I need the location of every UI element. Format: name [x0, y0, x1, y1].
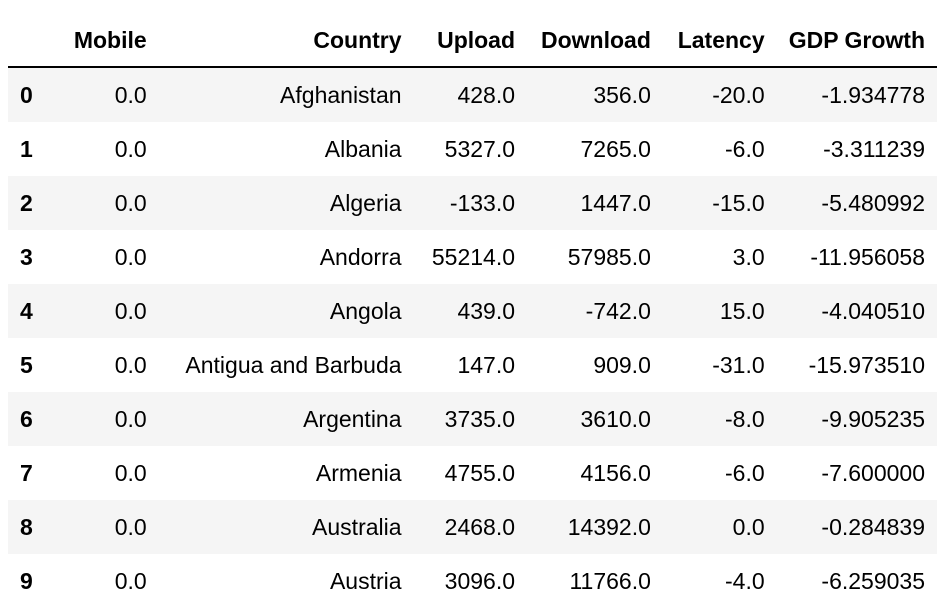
table-row: 0 0.0 Afghanistan 428.0 356.0 -20.0 -1.9…: [8, 67, 937, 122]
cell-mobile: 0.0: [114, 405, 147, 432]
cell-gdp-growth: -5.480992: [821, 189, 925, 216]
cell-mobile: 0.0: [114, 297, 147, 324]
cell-country: Afghanistan: [280, 81, 402, 108]
cell-upload: 3096.0: [444, 567, 516, 594]
cell-country: Algeria: [329, 189, 402, 216]
cell-gdp-growth: -15.973510: [808, 351, 925, 378]
cell-download: 909.0: [593, 351, 651, 378]
cell-gdp-growth: -11.956058: [810, 243, 925, 270]
cell-mobile: 0.0: [114, 459, 147, 486]
cell-mobile: 0.0: [114, 135, 147, 162]
cell-upload: 5327.0: [444, 135, 516, 162]
cell-download: 3610.0: [580, 405, 651, 432]
table-row: 3 0.0 Andorra 55214.0 57985.0 3.0 -11.95…: [8, 230, 937, 284]
cell-country: Andorra: [319, 243, 402, 270]
row-index: 2: [20, 189, 33, 216]
cell-country: Austria: [329, 567, 402, 594]
cell-gdp-growth: -7.600000: [821, 459, 925, 486]
column-header-download: Download: [527, 14, 663, 68]
cell-upload: -133.0: [449, 189, 516, 216]
cell-latency: -4.0: [725, 567, 765, 594]
cell-mobile: 0.0: [114, 567, 147, 594]
table-row: 6 0.0 Argentina 3735.0 3610.0 -8.0 -9.90…: [8, 392, 937, 446]
cell-upload: 55214.0: [431, 243, 516, 270]
table-body: 0 0.0 Afghanistan 428.0 356.0 -20.0 -1.9…: [8, 67, 937, 608]
table-header: Mobile Country Upload Download Latency G…: [8, 14, 937, 68]
row-index: 5: [20, 351, 33, 378]
cell-country: Antigua and Barbuda: [185, 351, 402, 378]
row-index: 0: [20, 81, 33, 108]
cell-mobile: 0.0: [114, 81, 147, 108]
cell-latency: -15.0: [712, 189, 765, 216]
cell-download: 356.0: [593, 81, 651, 108]
row-index: 9: [20, 567, 33, 594]
table-row: 4 0.0 Angola 439.0 -742.0 15.0 -4.040510: [8, 284, 937, 338]
cell-latency: 15.0: [719, 297, 765, 324]
cell-mobile: 0.0: [114, 513, 147, 540]
column-header-latency: Latency: [662, 14, 777, 68]
cell-country: Armenia: [315, 459, 402, 486]
cell-download: 14392.0: [567, 513, 651, 540]
table-row: 8 0.0 Australia 2468.0 14392.0 0.0 -0.28…: [8, 500, 937, 554]
cell-upload: 4755.0: [444, 459, 516, 486]
row-index: 1: [20, 135, 33, 162]
row-index: 8: [20, 513, 33, 540]
cell-latency: -8.0: [725, 405, 765, 432]
cell-latency: -6.0: [725, 135, 765, 162]
column-header-mobile: Mobile: [57, 14, 159, 68]
cell-gdp-growth: -0.284839: [821, 513, 925, 540]
cell-upload: 439.0: [457, 297, 516, 324]
row-index: 3: [20, 243, 33, 270]
cell-country: Albania: [324, 135, 402, 162]
header-row: Mobile Country Upload Download Latency G…: [8, 14, 937, 68]
cell-gdp-growth: -3.311239: [823, 135, 925, 162]
cell-gdp-growth: -4.040510: [821, 297, 925, 324]
cell-download: 4156.0: [580, 459, 651, 486]
column-header-country: Country: [158, 14, 414, 68]
cell-latency: 0.0: [732, 513, 765, 540]
table-row: 2 0.0 Algeria -133.0 1447.0 -15.0 -5.480…: [8, 176, 937, 230]
cell-download: 11766.0: [569, 567, 651, 594]
column-header-upload: Upload: [413, 14, 528, 68]
table-row: 5 0.0 Antigua and Barbuda 147.0 909.0 -3…: [8, 338, 937, 392]
row-index: 7: [20, 459, 33, 486]
cell-mobile: 0.0: [114, 189, 147, 216]
cell-download: 7265.0: [580, 135, 651, 162]
cell-country: Australia: [312, 513, 402, 540]
cell-gdp-growth: -9.905235: [821, 405, 925, 432]
row-index: 4: [20, 297, 33, 324]
cell-download: 1447.0: [580, 189, 651, 216]
table-row: 9 0.0 Austria 3096.0 11766.0 -4.0 -6.259…: [8, 554, 937, 608]
row-index: 6: [20, 405, 33, 432]
cell-gdp-growth: -6.259035: [821, 567, 925, 594]
cell-upload: 3735.0: [444, 405, 516, 432]
cell-latency: -31.0: [712, 351, 765, 378]
cell-latency: 3.0: [732, 243, 765, 270]
cell-mobile: 0.0: [114, 243, 147, 270]
table-row: 7 0.0 Armenia 4755.0 4156.0 -6.0 -7.6000…: [8, 446, 937, 500]
cell-upload: 2468.0: [444, 513, 516, 540]
dataframe-table: Mobile Country Upload Download Latency G…: [8, 14, 937, 608]
cell-gdp-growth: -1.934778: [821, 81, 925, 108]
cell-download: 57985.0: [567, 243, 651, 270]
cell-country: Argentina: [303, 405, 402, 432]
cell-latency: -6.0: [725, 459, 765, 486]
cell-download: -742.0: [585, 297, 651, 324]
table-row: 1 0.0 Albania 5327.0 7265.0 -6.0 -3.3112…: [8, 122, 937, 176]
index-header: [8, 14, 58, 68]
cell-upload: 147.0: [457, 351, 516, 378]
column-header-gdp-growth: GDP Growth: [776, 14, 937, 68]
cell-upload: 428.0: [457, 81, 516, 108]
cell-mobile: 0.0: [114, 351, 147, 378]
cell-country: Angola: [329, 297, 402, 324]
cell-latency: -20.0: [712, 81, 765, 108]
